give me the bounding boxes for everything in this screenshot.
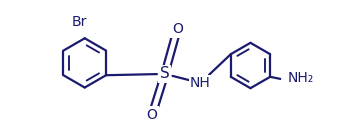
- Text: NH₂: NH₂: [288, 71, 314, 85]
- Text: NH: NH: [190, 76, 211, 90]
- Text: O: O: [147, 108, 157, 122]
- Text: S: S: [160, 66, 170, 81]
- Text: Br: Br: [72, 15, 87, 29]
- Text: O: O: [172, 22, 183, 36]
